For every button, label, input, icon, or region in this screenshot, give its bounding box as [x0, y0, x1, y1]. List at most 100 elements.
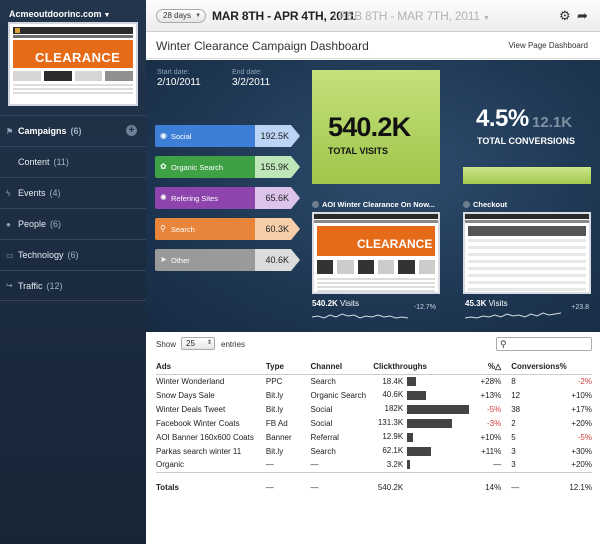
ad-name[interactable]: Facebook Winter Coats: [156, 418, 240, 428]
totals-conv-pct: 12.1%: [559, 471, 592, 502]
ad-clickthroughs: 18.4K: [373, 374, 471, 388]
ad-name[interactable]: Winter Deals Tweet: [156, 404, 226, 414]
site-thumbnail[interactable]: CLEARANCE: [8, 22, 138, 106]
date-range-select[interactable]: 28 days ▼: [156, 9, 207, 23]
social-icon: ◉: [160, 131, 167, 140]
table-row[interactable]: Winter Deals Tweet Bit.ly Social 182K -5% 38 +…: [156, 402, 592, 416]
table-row[interactable]: Organic — —3.2K —3 +20%: [156, 458, 592, 473]
checkout-page-thumbnail[interactable]: [463, 212, 591, 294]
ad-type: Banner: [265, 432, 292, 442]
ad-clickthroughs: 131.3K: [373, 416, 471, 430]
ad-name[interactable]: Winter Wonderland: [156, 376, 225, 386]
ad-clickthroughs: 40.6K: [373, 388, 471, 402]
view-page-dashboard-link[interactable]: View Page Dashboard: [508, 41, 588, 50]
funnel-bar-refering-sites[interactable]: ✺ Refering Sites 65.6K: [155, 187, 300, 209]
totals-channel: —: [310, 471, 374, 502]
ad-click-pct: +13%: [480, 390, 502, 400]
site-selector[interactable]: Acmeoutdoorinc.com ▼: [9, 9, 110, 19]
table-row[interactable]: Snow Days Sale Bit.ly Organic Search 40.6K +…: [156, 388, 592, 402]
chevron-updown-icon: ⇕: [206, 340, 212, 346]
page-title: Winter Clearance Campaign Dashboard: [156, 39, 369, 53]
ad-channel: Social: [310, 404, 333, 414]
col-type[interactable]: Type: [265, 360, 311, 375]
funnel-bar-search[interactable]: ⚲ Search 60.3K: [155, 218, 300, 240]
checkout-page-change: +23.8: [571, 304, 589, 311]
total-conversions-bar[interactable]: [463, 167, 591, 184]
ad-type: Bit.ly: [265, 390, 284, 400]
ad-clickthroughs: 12.9K: [373, 430, 471, 444]
start-date-value: 2/10/2011: [157, 77, 201, 88]
totals-conversions: —: [501, 471, 560, 502]
totals-click-pct: 14%: [470, 471, 502, 502]
ad-conversions: 5: [511, 432, 516, 442]
total-conversions-label: TOTAL CONVERSIONS: [477, 136, 576, 146]
table-row[interactable]: Winter Wonderland PPC Search 18.4K +28% 8 -2%: [156, 374, 592, 388]
sidebar-item-events[interactable]: ϟ Events (4): [0, 177, 146, 208]
show-label: Show: [156, 340, 177, 349]
ad-name[interactable]: Snow Days Sale: [156, 390, 215, 400]
person-icon: ●: [6, 219, 11, 229]
sidebar-item-campaigns[interactable]: ⚑ Campaigns (6) +: [0, 115, 146, 146]
sidebar-item-traffic[interactable]: ↪ Traffic (12): [0, 270, 146, 301]
col-channel[interactable]: Channel: [310, 360, 374, 375]
funnel-bar-organic-search[interactable]: ✿ Organic Search 155.9K: [155, 156, 300, 178]
checkout-page-title[interactable]: Checkout: [463, 200, 507, 209]
ad-channel: Search: [310, 446, 336, 456]
add-campaign-icon[interactable]: +: [126, 125, 137, 136]
landing-page-change: -12.7%: [413, 304, 436, 311]
col-click-pct[interactable]: %△: [470, 360, 502, 375]
ad-clickthroughs: 182K: [373, 402, 471, 416]
search-icon: ⚲: [160, 224, 166, 233]
sidebar-item-technology[interactable]: ▭ Technology (6): [0, 239, 146, 270]
col-ads[interactable]: Ads: [156, 360, 266, 375]
table-row[interactable]: Parkas search winter 11 Bit.ly Search 62.1K…: [156, 444, 592, 458]
funnel-bar-social[interactable]: ◉ Social 192.5K: [155, 125, 300, 147]
thumb-banner-text: CLEARANCE: [35, 50, 121, 65]
ad-click-pct: +10%: [480, 432, 502, 442]
table-row[interactable]: AOI Banner 160x600 Coats Banner Referral 12…: [156, 430, 592, 444]
ad-conv-pct: +20%: [571, 418, 592, 428]
monitor-icon: ▭: [6, 250, 14, 260]
site-name: Acmeoutdoorinc.com: [9, 9, 102, 19]
landing-page-thumbnail[interactable]: CLEARANCE: [312, 212, 440, 294]
cursor-icon: ➤: [160, 255, 167, 264]
entries-per-page-select[interactable]: 25 ⇕: [181, 337, 215, 350]
share-icon[interactable]: ➦: [577, 8, 588, 23]
ad-conversions: 3: [511, 446, 516, 456]
chevron-down-icon: ▼: [103, 12, 111, 19]
gear-icon[interactable]: ⚙: [559, 8, 571, 23]
total-visits-card[interactable]: 540.2K TOTAL VISITS: [312, 70, 440, 184]
ad-conv-pct: +17%: [571, 404, 592, 414]
ad-name[interactable]: Parkas search winter 11: [156, 446, 242, 456]
ad-name[interactable]: AOI Banner 160x600 Coats: [156, 432, 254, 442]
col-conversions[interactable]: Conversions: [501, 360, 560, 375]
table-search-input[interactable]: ⚲: [496, 337, 592, 351]
col-clickthroughs[interactable]: Clickthroughs: [373, 360, 471, 375]
landing-page-title[interactable]: AOI Winter Clearance On Now...: [312, 200, 435, 209]
clickthrough-bar: [407, 432, 414, 442]
compare-date-range[interactable]: / FEB 8TH - MAR 7TH, 2011 ▼: [333, 9, 490, 23]
clickthrough-bar: [407, 390, 426, 400]
ad-name[interactable]: Organic: [156, 458, 266, 473]
table-row[interactable]: Facebook Winter Coats FB Ad Social 131.3K -3…: [156, 416, 592, 430]
landing-page-visits: 540.2K Visits: [312, 299, 359, 308]
sidebar-item-people[interactable]: ● People (6): [0, 208, 146, 239]
date-range[interactable]: MAR 8TH - APR 4TH, 2011: [212, 9, 355, 23]
total-conversions-count: 12.1K: [532, 114, 573, 131]
landing-page-sparkline: [312, 313, 409, 319]
sidebar-item-content[interactable]: Content (11): [0, 146, 146, 177]
arrow-icon: ↪: [6, 281, 13, 290]
chevron-down-icon: ▼: [195, 13, 202, 19]
landing-banner-text: CLEARANCE: [357, 237, 433, 251]
ad-channel: Referral: [310, 432, 339, 442]
ad-click-pct: +28%: [480, 376, 502, 386]
end-date-label: End date:: [232, 69, 262, 76]
ad-clickthroughs: 62.1K: [373, 444, 471, 458]
funnel-bar-other[interactable]: ➤ Other 40.6K: [155, 249, 300, 271]
ad-conversions: 2: [511, 418, 516, 428]
start-date-label: Start date:: [157, 69, 190, 76]
col-conv-pct[interactable]: %: [559, 360, 592, 375]
entries-label: entries: [221, 340, 246, 349]
ads-table: Ads Type Channel Clickthroughs %△ Conver…: [156, 360, 592, 502]
checkout-page-visits: 45.3K Visits: [465, 299, 508, 308]
